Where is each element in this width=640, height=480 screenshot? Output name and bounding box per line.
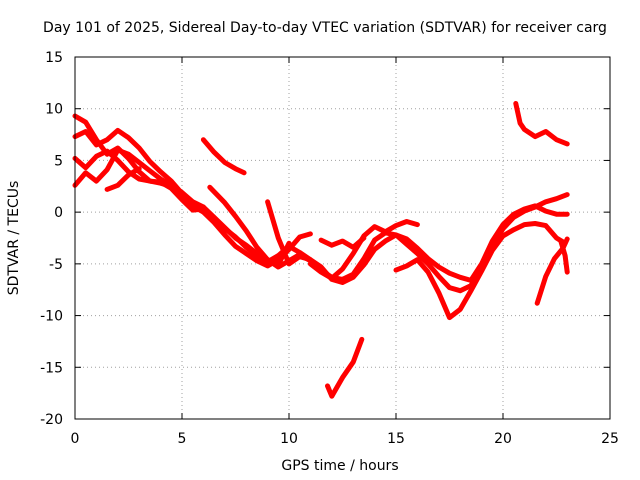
y-tick-label: 10 [45, 102, 63, 118]
series-arc-5 [104, 166, 142, 192]
y-tick-label: 0 [54, 205, 63, 221]
x-tick-label: 5 [178, 431, 187, 447]
axis-ticks [74, 56, 611, 420]
x-tick-label: 15 [387, 431, 405, 447]
series-arc-12 [393, 221, 568, 321]
y-tick-label: -5 [49, 257, 63, 273]
x-tick-label: 20 [494, 431, 512, 447]
series-arc-7 [207, 184, 570, 294]
y-tick-label: -10 [40, 309, 63, 325]
x-tick-label: 0 [71, 431, 80, 447]
series-arc-15 [558, 238, 570, 275]
series-arc-10 [318, 235, 367, 250]
x-tick-labels: 0 5 10 15 20 25 [71, 431, 619, 447]
series-arc-4 [72, 147, 206, 210]
x-axis-label: GPS time / hours [281, 458, 398, 474]
y-tick-label: 15 [45, 50, 63, 66]
series-arc-13 [513, 101, 570, 147]
grid [75, 57, 610, 419]
y-tick-labels: -20 -15 -10 -5 0 5 10 15 [40, 50, 63, 428]
x-tick-label: 25 [601, 431, 619, 447]
series-group [72, 101, 570, 399]
x-tick-label: 10 [280, 431, 298, 447]
series-arc-8 [265, 199, 570, 285]
series-arc-11 [325, 336, 365, 399]
series-arc-6 [200, 137, 247, 176]
chart-title: Day 101 of 2025, Sidereal Day-to-day VTE… [43, 20, 607, 36]
y-axis-label: SDTVAR / TECUs [6, 181, 22, 296]
y-tick-label: 5 [54, 153, 63, 169]
plot-frame [74, 56, 611, 420]
y-tick-label: -20 [40, 412, 63, 428]
y-tick-label: -15 [40, 360, 63, 376]
